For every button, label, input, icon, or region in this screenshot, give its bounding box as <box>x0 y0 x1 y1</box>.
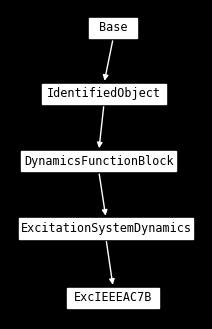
FancyBboxPatch shape <box>19 218 193 239</box>
Text: IdentifiedObject: IdentifiedObject <box>47 87 161 100</box>
FancyBboxPatch shape <box>67 288 159 308</box>
FancyBboxPatch shape <box>89 18 137 38</box>
Text: ExcIEEEAC7B: ExcIEEEAC7B <box>74 291 152 304</box>
FancyBboxPatch shape <box>21 151 176 171</box>
Text: DynamicsFunctionBlock: DynamicsFunctionBlock <box>24 155 174 168</box>
Text: ExcitationSystemDynamics: ExcitationSystemDynamics <box>21 222 191 235</box>
Text: Base: Base <box>99 21 127 35</box>
FancyBboxPatch shape <box>42 84 166 104</box>
